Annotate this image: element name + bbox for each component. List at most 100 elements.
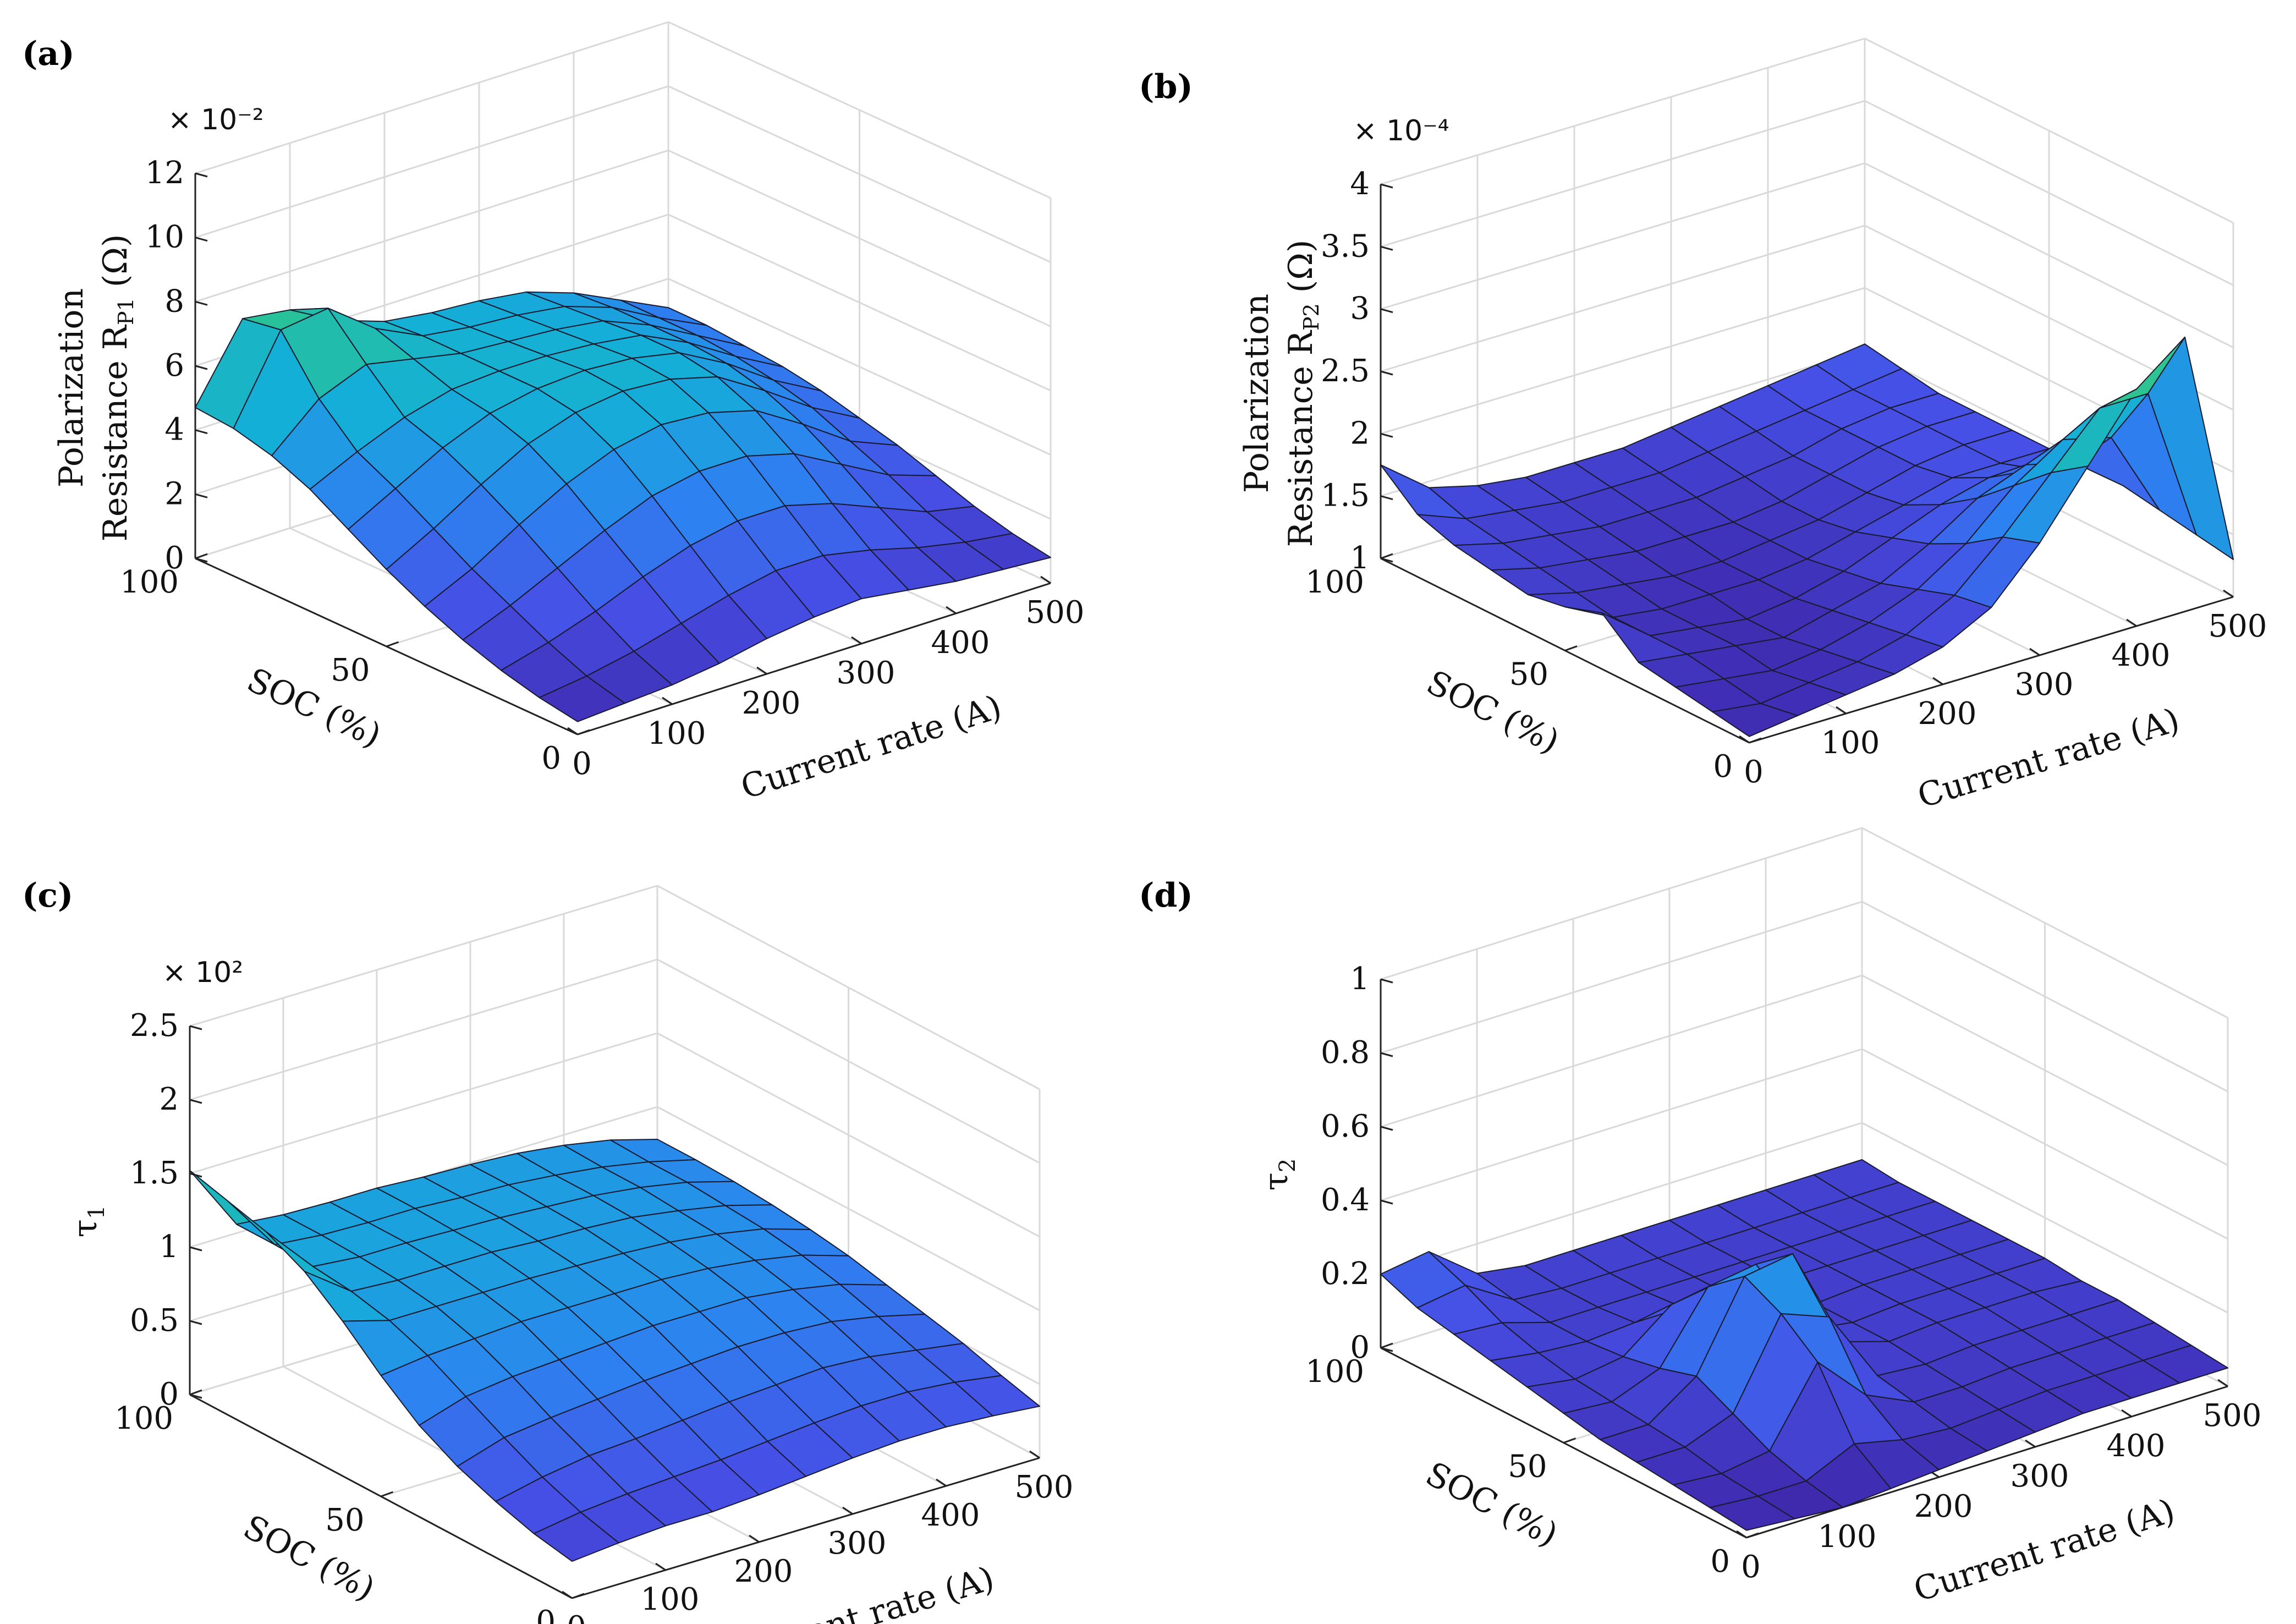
soc-tick [1380,553,1393,559]
current-tick [2025,1439,2036,1448]
panel-2: (c)00.511.522.50100200300400500050100Cur… [22,876,1073,1624]
current-axis-line [572,1457,1040,1599]
current-tick [2029,648,2040,656]
z-tick [195,365,208,370]
current-tick-label: 400 [2107,1428,2166,1464]
surface [195,291,1051,722]
soc-tick-label: 50 [331,652,370,688]
surface [1380,1159,2228,1531]
z-tick-label: 1 [1350,961,1370,997]
soc-tick [1563,1438,1577,1444]
z-tick-label: 2 [164,476,184,512]
z-tick-label: 1.5 [130,1155,179,1191]
z-tick [1380,557,1393,563]
z-tick-label: 1 [159,1229,179,1265]
current-tick-label: 300 [828,1526,887,1561]
current-tick-label: 500 [2209,608,2267,644]
surface-patch [964,533,1051,570]
soc-tick [1746,1532,1759,1539]
grid-line [1380,1122,1863,1275]
z-tick [1380,183,1393,189]
z-tick [195,429,208,435]
current-tick [756,666,767,675]
z-axis-title-line2: Resistance RP1 (Ω) [96,234,138,542]
grid-line [195,149,669,303]
grid-line [1380,100,1865,248]
soc-tick-label: 0 [541,740,561,776]
grid-line [189,1032,658,1175]
z-tick-label: 0.2 [1321,1256,1370,1292]
grid-line [1380,224,1865,372]
z-tick-label: 2.5 [1321,353,1370,389]
grid-line [1380,1048,1863,1201]
tau-subscript: 2 [1275,1159,1300,1172]
current-tick [562,1590,573,1599]
soc-tick-label: 100 [120,564,179,600]
z-tick-label: 0 [164,540,184,576]
z-axis-title: τ2 [1257,1159,1300,1191]
current-tick-label: 500 [2203,1398,2262,1434]
exponent-label: × 10⁻⁴ [1353,114,1449,147]
current-tick [2121,1409,2132,1418]
z-tick-label: 0.5 [130,1303,179,1338]
soc-tick [577,729,590,736]
soc-tick [1564,645,1578,651]
tau-symbol: τ [1257,1172,1295,1190]
grid-line [1380,37,1865,185]
z-tick [189,1099,202,1104]
current-tick-label: 300 [2015,667,2074,703]
z-tick-label: 4 [164,412,184,448]
current-tick-label: 400 [931,625,990,661]
z-tick [1380,308,1393,314]
current-tick-label: 0 [572,746,592,782]
panel-label-2: (c) [22,876,73,915]
z-tick [1380,1126,1393,1131]
z-tick [189,1025,202,1030]
current-tick-label: 200 [742,685,801,721]
panel-0: (a)0246810120100200300400500050100Curren… [22,21,1084,807]
grid-line [1380,162,1865,310]
z-axis-title-main: Resistance R [1282,330,1320,547]
current-tick-label: 100 [641,1582,700,1617]
soc-tick-label: 100 [1305,1354,1364,1390]
grid-line [195,21,669,174]
z-tick-label: 3 [1350,291,1370,327]
z-axis-title-line1: Polarization [1238,294,1276,493]
z-tick [1380,1052,1393,1057]
z-tick [1380,432,1393,438]
z-tick-label: 8 [164,283,184,319]
z-tick [195,237,208,242]
current-axis-line [577,582,1051,736]
z-tick [1380,245,1393,251]
soc-tick-label: 50 [1509,657,1548,693]
soc-tick [386,641,399,648]
z-tick [1380,495,1393,501]
soc-tick [1749,737,1762,744]
exponent-label: × 10⁻² [168,103,264,136]
grid-line [195,85,669,239]
current-tick-label: 200 [1918,696,1977,732]
current-tick [1836,706,1847,715]
z-tick [195,557,208,563]
soc-tick-label: 0 [1710,1544,1730,1579]
z-axis-title-main: Resistance R [96,324,135,541]
soc-tick [572,1593,585,1599]
z-tick-label: 12 [145,155,184,191]
current-tick-label: 500 [1015,1469,1074,1505]
z-tick [195,493,208,498]
z-axis-title-sub: P2 [1299,303,1323,331]
z-tick-label: 0 [1350,1330,1370,1365]
z-tick-label: 1.5 [1321,478,1370,514]
z-tick-label: 3.5 [1321,228,1370,264]
z-tick-label: 2 [159,1082,179,1117]
current-tick [662,696,673,705]
z-tick-label: 0.6 [1321,1109,1370,1144]
z-axis-title-sub: P1 [114,298,138,325]
panel-1: (b)11.522.533.540100200300400500050100Cu… [1139,37,2267,816]
current-tick [567,727,578,736]
current-tick-label: 200 [734,1554,793,1589]
z-tick [1380,978,1393,984]
z-tick [195,172,208,178]
surface [1380,336,2234,737]
